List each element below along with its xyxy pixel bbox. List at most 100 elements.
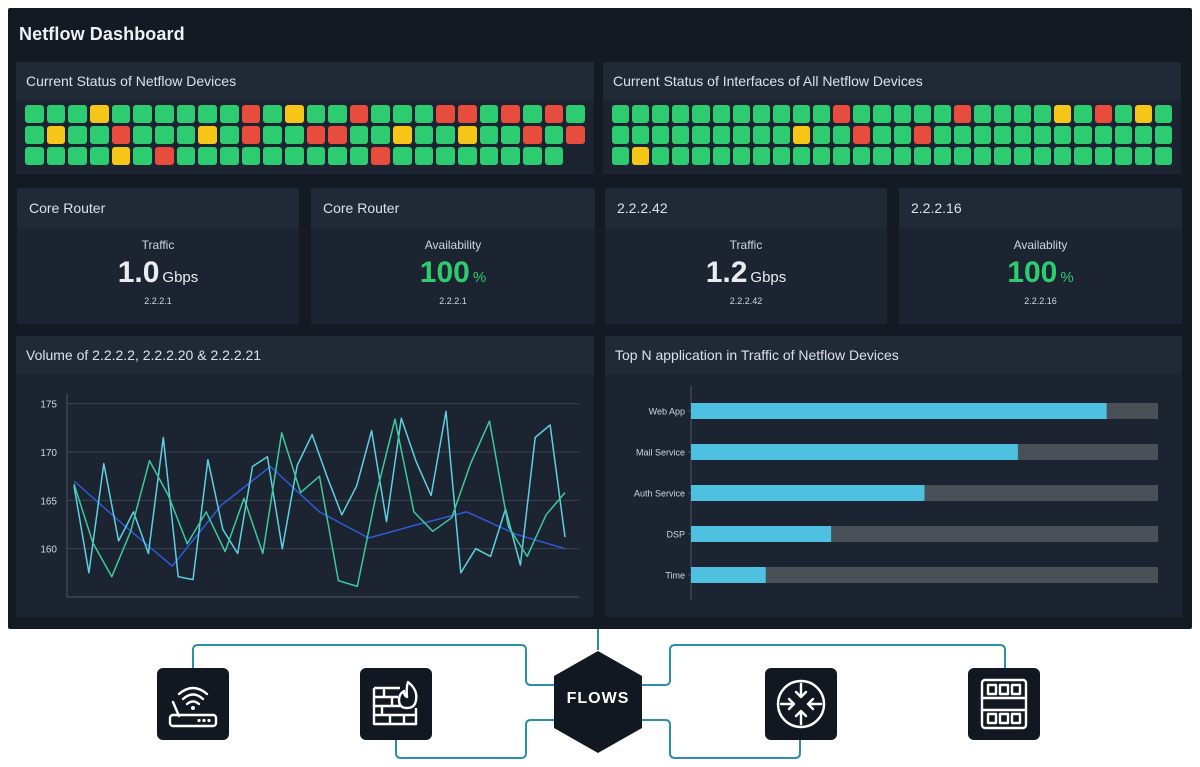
status-cell[interactable] <box>612 105 630 123</box>
status-cell[interactable] <box>393 105 412 123</box>
kpi-card[interactable]: 2.2.2.42 Traffic 1.2 Gbps 2.2.2.42 <box>605 188 887 324</box>
status-cell[interactable] <box>833 147 851 165</box>
status-cell[interactable] <box>349 147 369 165</box>
status-cell[interactable] <box>328 126 347 144</box>
status-cell[interactable] <box>263 126 282 144</box>
status-cell[interactable] <box>89 147 109 165</box>
status-cell[interactable] <box>973 105 992 123</box>
status-cell[interactable] <box>1014 147 1032 165</box>
status-cell[interactable] <box>913 126 931 144</box>
wifi-router-device[interactable] <box>157 668 229 740</box>
status-cell[interactable] <box>1054 147 1072 165</box>
status-cell[interactable] <box>176 147 196 165</box>
status-cell[interactable] <box>219 126 239 144</box>
status-cell[interactable] <box>833 126 851 144</box>
status-cell[interactable] <box>154 105 174 123</box>
status-cell[interactable] <box>652 105 670 123</box>
status-cell[interactable] <box>523 105 542 123</box>
status-cell[interactable] <box>111 147 131 165</box>
status-cell[interactable] <box>25 105 44 123</box>
status-cell[interactable] <box>436 126 456 144</box>
status-cell[interactable] <box>371 147 391 165</box>
status-cell[interactable] <box>371 126 391 144</box>
status-cell[interactable] <box>813 147 831 165</box>
kpi-card[interactable]: Core Router Availability 100% 2.2.2.1 <box>311 188 595 324</box>
status-cell[interactable] <box>1054 126 1072 144</box>
status-cell[interactable] <box>893 126 911 144</box>
status-cell[interactable] <box>1074 126 1092 144</box>
status-cell[interactable] <box>933 126 951 144</box>
status-cell[interactable] <box>566 126 585 144</box>
status-cell[interactable] <box>284 105 304 123</box>
status-cell[interactable] <box>833 105 851 123</box>
status-cell[interactable] <box>198 105 217 123</box>
status-cell[interactable] <box>544 126 564 144</box>
status-cell[interactable] <box>1074 147 1092 165</box>
status-cell[interactable] <box>523 126 542 144</box>
status-cell[interactable] <box>544 105 564 123</box>
status-cell[interactable] <box>219 147 239 165</box>
status-cell[interactable] <box>873 147 891 165</box>
status-cell[interactable] <box>328 147 347 165</box>
status-cell[interactable] <box>68 126 87 144</box>
status-cell[interactable] <box>692 147 710 165</box>
status-cell[interactable] <box>176 126 196 144</box>
status-cell[interactable] <box>652 126 670 144</box>
status-cell[interactable] <box>772 126 790 144</box>
status-cell[interactable] <box>772 147 790 165</box>
status-cell[interactable] <box>1154 126 1172 144</box>
status-cell[interactable] <box>973 126 992 144</box>
status-cell[interactable] <box>479 126 499 144</box>
status-cell[interactable] <box>1034 147 1052 165</box>
series-line-3[interactable] <box>73 418 566 588</box>
status-cell[interactable] <box>479 147 499 165</box>
status-cell[interactable] <box>1094 105 1112 123</box>
status-cell[interactable] <box>1114 147 1132 165</box>
status-cell[interactable] <box>349 105 369 123</box>
status-cell[interactable] <box>953 147 971 165</box>
status-cell[interactable] <box>111 126 131 144</box>
status-cell[interactable] <box>772 105 790 123</box>
status-cell[interactable] <box>176 105 196 123</box>
status-cell[interactable] <box>133 105 152 123</box>
status-cell[interactable] <box>732 147 750 165</box>
status-cell[interactable] <box>68 105 87 123</box>
status-cell[interactable] <box>523 147 542 165</box>
status-cell[interactable] <box>732 126 750 144</box>
status-cell[interactable] <box>712 105 730 123</box>
status-cell[interactable] <box>544 147 564 165</box>
status-cell[interactable] <box>393 147 412 165</box>
status-cell[interactable] <box>813 105 831 123</box>
status-cell[interactable] <box>632 126 650 144</box>
status-cell[interactable] <box>913 147 931 165</box>
status-cell[interactable] <box>973 147 992 165</box>
status-cell[interactable] <box>712 147 730 165</box>
status-cell[interactable] <box>436 147 456 165</box>
status-cell[interactable] <box>68 147 87 165</box>
status-cell[interactable] <box>198 126 217 144</box>
status-cell[interactable] <box>458 126 477 144</box>
bar-dsp[interactable] <box>691 526 832 542</box>
status-cell[interactable] <box>1034 126 1052 144</box>
status-cell[interactable] <box>436 105 456 123</box>
status-cell[interactable] <box>652 147 670 165</box>
status-cell[interactable] <box>873 105 891 123</box>
status-cell[interactable] <box>752 105 770 123</box>
status-cell[interactable] <box>953 105 971 123</box>
status-cell[interactable] <box>458 105 477 123</box>
status-cell[interactable] <box>752 126 770 144</box>
status-cell[interactable] <box>284 126 304 144</box>
status-cell[interactable] <box>133 147 152 165</box>
status-cell[interactable] <box>712 126 730 144</box>
status-cell[interactable] <box>672 105 690 123</box>
status-cell[interactable] <box>752 147 770 165</box>
status-cell[interactable] <box>111 105 131 123</box>
status-cell[interactable] <box>1094 147 1112 165</box>
status-cell[interactable] <box>1134 147 1152 165</box>
status-cell[interactable] <box>692 105 710 123</box>
status-cell[interactable] <box>913 105 931 123</box>
status-cell[interactable] <box>46 147 66 165</box>
status-cell[interactable] <box>893 147 911 165</box>
status-cell[interactable] <box>501 147 521 165</box>
kpi-card[interactable]: 2.2.2.16 Availablity 100% 2.2.2.16 <box>899 188 1182 324</box>
